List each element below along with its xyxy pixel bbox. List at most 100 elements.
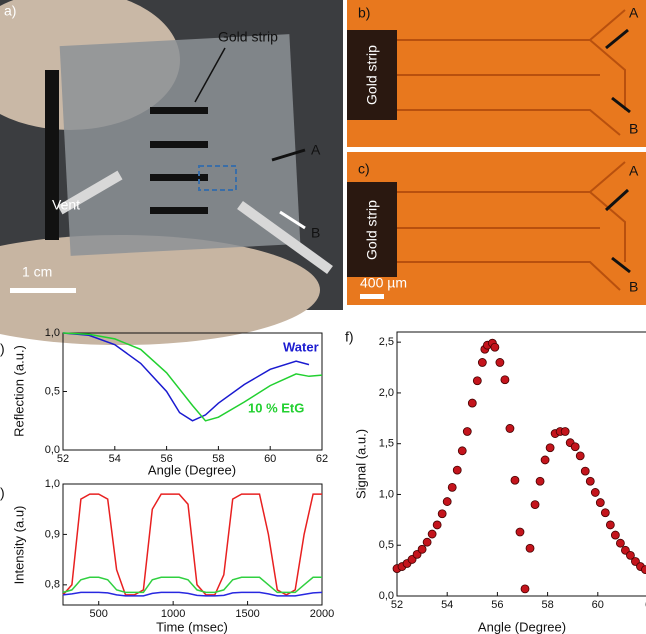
point <box>610 530 620 540</box>
panel-label: ) <box>0 485 5 501</box>
x-tick-label: 60 <box>264 453 276 465</box>
x-tick-label: 54 <box>441 599 453 611</box>
point <box>495 358 505 367</box>
y-tick-label: 1,5 <box>379 438 394 450</box>
arrow <box>194 47 226 103</box>
point <box>545 443 555 453</box>
point <box>472 376 482 386</box>
arrow <box>611 96 631 114</box>
point <box>570 442 580 452</box>
x-tick-label: 2000 <box>310 608 334 620</box>
strip <box>150 107 208 114</box>
point <box>580 466 590 476</box>
point <box>515 527 525 537</box>
y-tick-label: 0,5 <box>379 539 394 551</box>
point <box>452 465 462 475</box>
y-tick-label: 0,8 <box>45 579 60 591</box>
x-tick-label: 56 <box>160 453 172 465</box>
arrow <box>271 148 306 162</box>
line <box>62 332 323 422</box>
plot-frame <box>396 331 646 597</box>
point <box>590 488 600 497</box>
arrow <box>605 28 629 50</box>
point <box>600 508 610 518</box>
scale-bar <box>10 288 76 293</box>
annotation: A <box>629 5 639 21</box>
panel-label: f) <box>345 329 354 345</box>
y-tick-label: 0,0 <box>45 444 60 456</box>
y-tick-label: 2,0 <box>379 387 394 399</box>
x-tick-label: 1000 <box>161 608 185 620</box>
point <box>535 476 545 486</box>
point <box>615 538 625 548</box>
point <box>432 520 442 530</box>
annotation: A <box>311 142 321 158</box>
line <box>62 576 322 594</box>
annotation: A <box>629 163 639 179</box>
zoom-box <box>198 165 237 191</box>
panel-label: a) <box>4 3 16 19</box>
panel-label: b) <box>358 5 370 21</box>
annotation: Gold strip <box>364 45 380 105</box>
annotation: Gold strip <box>364 200 380 260</box>
gold-strip <box>347 30 397 120</box>
point <box>626 550 635 560</box>
y-tick-label: 0,0 <box>379 590 394 602</box>
point <box>417 544 427 554</box>
point <box>530 500 540 510</box>
x-axis-label: Angle (Degree) <box>148 462 236 477</box>
x-tick-label: 6 <box>645 599 646 611</box>
x-axis-label: Angle (Degree) <box>478 619 566 634</box>
x-axis-label: Time (msec) <box>156 619 228 634</box>
strip <box>150 174 208 181</box>
annotation: Vent <box>52 197 80 213</box>
point <box>605 520 615 530</box>
annotation: B <box>629 121 638 137</box>
y-tick-label: 1,0 <box>379 488 394 500</box>
point <box>457 446 467 456</box>
finger <box>0 235 320 345</box>
y-tick-label: 0,9 <box>45 528 60 540</box>
strip <box>150 207 208 214</box>
x-tick-label: 60 <box>592 599 604 611</box>
x-tick-label: 1500 <box>235 608 259 620</box>
series-label: Water <box>283 339 319 354</box>
electrode <box>45 70 59 240</box>
tube <box>237 200 333 275</box>
channel <box>397 161 626 291</box>
scale-label: 400 µm <box>360 275 407 291</box>
y-tick-label: 1,0 <box>45 327 60 339</box>
point <box>437 509 447 519</box>
x-tick-label: 54 <box>109 453 121 465</box>
y-axis-label: Intensity (a.u) <box>11 506 26 585</box>
panel-label: ) <box>0 341 5 357</box>
x-tick-label: 62 <box>316 453 328 465</box>
annotation: B <box>311 225 320 241</box>
point <box>462 427 472 436</box>
point <box>641 565 646 574</box>
point <box>560 427 570 436</box>
strip <box>150 141 208 148</box>
y-axis-label: Signal (a.u.) <box>353 429 368 499</box>
scale-label: 1 cm <box>22 264 52 280</box>
point <box>585 476 595 486</box>
gold-strip <box>347 182 397 277</box>
point <box>505 424 515 433</box>
panel-label: c) <box>358 161 370 177</box>
point <box>525 543 535 553</box>
point <box>540 455 550 465</box>
plot-frame <box>62 483 323 606</box>
x-tick-label: 58 <box>541 599 553 611</box>
point <box>422 537 432 547</box>
x-tick-label: 52 <box>57 453 69 465</box>
line <box>62 493 322 596</box>
point <box>575 451 585 461</box>
x-tick-label: 58 <box>212 453 224 465</box>
point <box>427 529 437 539</box>
scale-bar <box>360 294 384 299</box>
point <box>510 475 520 485</box>
line <box>62 332 310 422</box>
point <box>467 398 477 408</box>
x-tick-label: 52 <box>391 599 403 611</box>
